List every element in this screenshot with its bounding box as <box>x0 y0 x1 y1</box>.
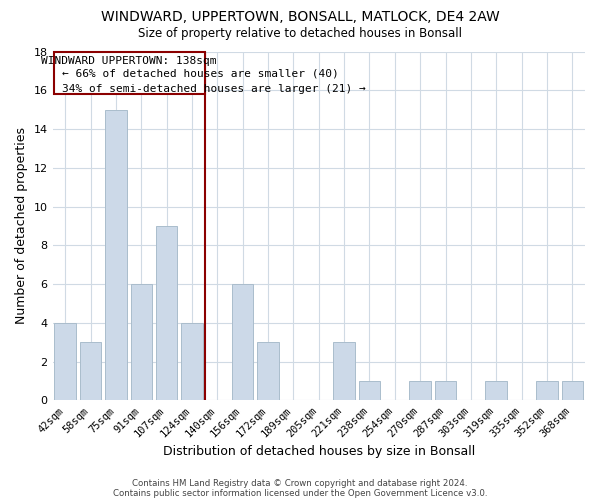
X-axis label: Distribution of detached houses by size in Bonsall: Distribution of detached houses by size … <box>163 444 475 458</box>
Text: WINDWARD UPPERTOWN: 138sqm: WINDWARD UPPERTOWN: 138sqm <box>41 56 217 66</box>
Bar <box>105 110 127 401</box>
Text: Contains HM Land Registry data © Crown copyright and database right 2024.: Contains HM Land Registry data © Crown c… <box>132 478 468 488</box>
Bar <box>181 323 203 400</box>
Text: Size of property relative to detached houses in Bonsall: Size of property relative to detached ho… <box>138 28 462 40</box>
Bar <box>131 284 152 401</box>
Y-axis label: Number of detached properties: Number of detached properties <box>15 128 28 324</box>
Bar <box>232 284 253 401</box>
Text: Contains public sector information licensed under the Open Government Licence v3: Contains public sector information licen… <box>113 488 487 498</box>
FancyBboxPatch shape <box>54 52 205 94</box>
Text: 34% of semi-detached houses are larger (21) →: 34% of semi-detached houses are larger (… <box>62 84 365 94</box>
Bar <box>485 381 507 400</box>
Bar <box>435 381 457 400</box>
Bar <box>334 342 355 400</box>
Bar <box>55 323 76 400</box>
Text: ← 66% of detached houses are smaller (40): ← 66% of detached houses are smaller (40… <box>62 69 338 79</box>
Bar <box>409 381 431 400</box>
Bar <box>536 381 558 400</box>
Bar <box>80 342 101 400</box>
Bar <box>156 226 178 400</box>
Bar <box>359 381 380 400</box>
Bar <box>562 381 583 400</box>
Text: WINDWARD, UPPERTOWN, BONSALL, MATLOCK, DE4 2AW: WINDWARD, UPPERTOWN, BONSALL, MATLOCK, D… <box>101 10 499 24</box>
Bar <box>257 342 279 400</box>
